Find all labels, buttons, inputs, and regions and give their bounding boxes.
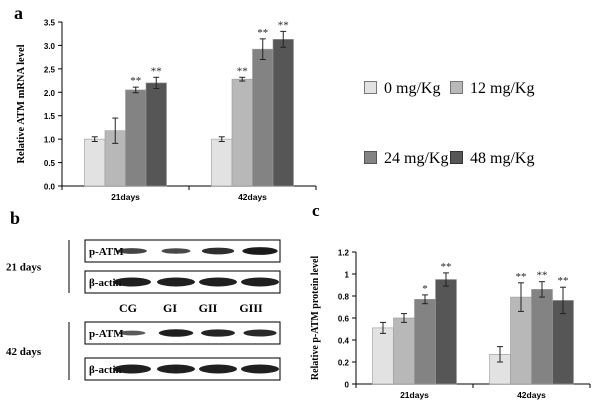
- legend-swatch-2: [364, 151, 377, 164]
- panel-label-a: a: [14, 3, 23, 23]
- patm-band: [201, 247, 235, 255]
- bar: [211, 138, 233, 187]
- blot-row-label: β-actin: [89, 364, 122, 376]
- legend: 0 mg/Kg 12 mg/Kg 24 mg/Kg 48 mg/Kg: [364, 72, 594, 172]
- lane-label: GII: [199, 301, 218, 315]
- y-tick-label: 1.5: [44, 112, 56, 121]
- y-tick-label: 3.0: [44, 42, 56, 51]
- legend-label-3: 48 mg/Kg: [470, 150, 535, 167]
- significance-label: **: [516, 271, 527, 283]
- legend-item: 0 mg/Kg: [364, 80, 440, 98]
- patm-band: [118, 330, 146, 336]
- bar: [414, 299, 436, 385]
- legend-label-0: 0 mg/Kg: [384, 80, 441, 97]
- x-tick-label: 21days: [400, 390, 429, 400]
- significance-label: **: [151, 65, 162, 77]
- patm-band: [158, 329, 194, 337]
- actin-band: [241, 277, 279, 287]
- y-tick-label: 3.5: [44, 19, 56, 28]
- legend-label-2: 24 mg/Kg: [384, 150, 449, 167]
- actin-band: [199, 277, 237, 287]
- actin-band: [113, 277, 151, 287]
- blot-row-label: p-ATM: [89, 246, 124, 258]
- significance-label: **: [130, 75, 141, 87]
- y-tick-label: 0.2: [338, 359, 350, 368]
- panel-label-c: c: [312, 201, 320, 220]
- y-tick-label: 1: [345, 271, 350, 280]
- x-tick-label: 42days: [238, 192, 267, 202]
- legend-item: 24 mg/Kg: [364, 150, 448, 168]
- patm-band: [242, 247, 278, 255]
- y-tick-label: 1.2: [338, 249, 350, 258]
- patm-band: [243, 329, 277, 337]
- y-tick-label: 2.5: [44, 65, 56, 74]
- group-label: 21 days: [6, 262, 42, 274]
- bar: [272, 39, 294, 187]
- y-tick-label: 0.8: [338, 293, 350, 302]
- x-tick-label: 42days: [517, 390, 546, 400]
- y-tick-label: 0.4: [338, 337, 350, 346]
- x-tick-label: 21days: [111, 192, 140, 202]
- bar: [531, 289, 553, 385]
- bar: [84, 138, 106, 187]
- y-tick-label: 1.0: [44, 136, 56, 145]
- patm-band: [161, 248, 191, 254]
- y-tick-label: 0: [345, 381, 350, 390]
- legend-swatch-1: [450, 81, 463, 94]
- actin-band: [241, 364, 279, 374]
- lane-label: GI: [163, 301, 177, 315]
- chart-c-protein: c 00.20.40.60.811.2***21days** ** **42days…: [310, 201, 591, 400]
- bar: [372, 327, 394, 385]
- legend-swatch-0: [364, 81, 377, 94]
- lane-label: CG: [119, 301, 137, 315]
- blot-row-label: p-ATM: [89, 328, 124, 340]
- significance-label: **: [537, 270, 548, 282]
- lane-label: GIII: [239, 301, 263, 315]
- bar: [252, 48, 274, 187]
- significance-label: **: [237, 65, 248, 77]
- group-label: 42 days: [6, 346, 42, 358]
- western-blot-panel: b p-ATM β-actin p-ATM β-actin 21 days 42 days…: [6, 208, 281, 381]
- significance-label: **: [257, 27, 268, 39]
- panel-label-b: b: [10, 208, 20, 228]
- legend-item: 48 mg/Kg: [450, 150, 534, 168]
- y-tick-label: 0.5: [44, 159, 56, 168]
- legend-swatch-3: [450, 151, 463, 164]
- y-axis-label: Relative p-ATM protein level: [310, 256, 321, 381]
- blot-row-label: β-actin: [89, 277, 122, 289]
- legend-item: 12 mg/Kg: [450, 80, 534, 98]
- patm-band: [201, 329, 235, 337]
- significance-label: **: [441, 261, 452, 273]
- legend-label-1: 12 mg/Kg: [470, 80, 535, 97]
- bar: [231, 78, 253, 187]
- significance-label: **: [278, 19, 289, 31]
- y-tick-label: 0.0: [44, 183, 56, 192]
- actin-band: [157, 364, 195, 374]
- bar: [145, 82, 167, 187]
- actin-band: [199, 364, 237, 374]
- bar: [393, 317, 415, 385]
- bar: [435, 279, 457, 385]
- patm-band: [117, 248, 147, 254]
- significance-label: *: [422, 283, 428, 295]
- y-tick-label: 2.0: [44, 89, 56, 98]
- bar: [125, 89, 147, 187]
- actin-band: [113, 364, 151, 374]
- significance-label: **: [558, 275, 569, 287]
- actin-band: [157, 277, 195, 287]
- y-tick-label: 0.6: [338, 315, 350, 324]
- y-axis-label: Relative ATM mRNA level: [16, 44, 27, 163]
